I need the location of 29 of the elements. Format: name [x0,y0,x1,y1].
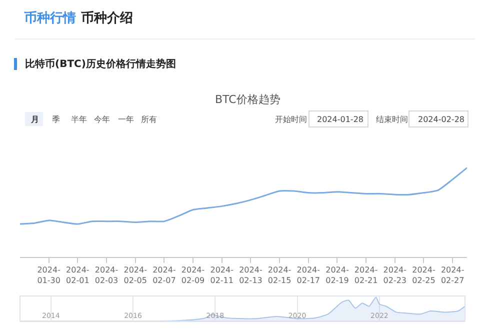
text: 比特币(BTC)历史价格行情走势图 [25,58,176,70]
x-tick-label: 2024-02-15 [268,266,292,285]
x-tick-label: 2024-02-19 [326,266,349,285]
x-tick-label: 2024-02-11 [210,266,234,285]
text: 所有 [141,115,157,124]
text: 半年 [71,115,87,124]
x-tick-label: 2024-02-17 [296,266,320,285]
x-tick-label: 2024-02-01 [66,266,90,285]
x-tick-label: 2024-02-13 [239,266,262,285]
x-tick-label: 2024-02-09 [181,266,205,285]
x-tick-label: 2024-02-03 [94,266,118,285]
x-tick-label: 2024-02-23 [383,266,407,285]
text: 2024-01-28 [317,115,364,124]
x-tick-label: 2024-02-27 [440,266,464,285]
x-tick-label: 2024-01-30 [37,266,61,285]
text: 月 [30,115,39,124]
x-tick-label: 2024-02-21 [354,266,378,285]
chart-title: BTC价格趋势 [215,93,280,106]
text: 币种介绍 [80,10,133,26]
text: 币种行情 [23,10,76,26]
text: 开始时间 [275,115,307,124]
x-tick-label: 2024-02-25 [412,266,436,285]
text: 今年 [94,115,110,124]
text: 季 [52,115,60,124]
x-tick-label: 2024-02-07 [152,266,176,285]
text: 结束时间 [376,115,408,124]
x-tick-label: 2024-02-05 [124,266,148,285]
text: 2024-02-28 [418,115,464,124]
text: 一年 [118,115,134,124]
